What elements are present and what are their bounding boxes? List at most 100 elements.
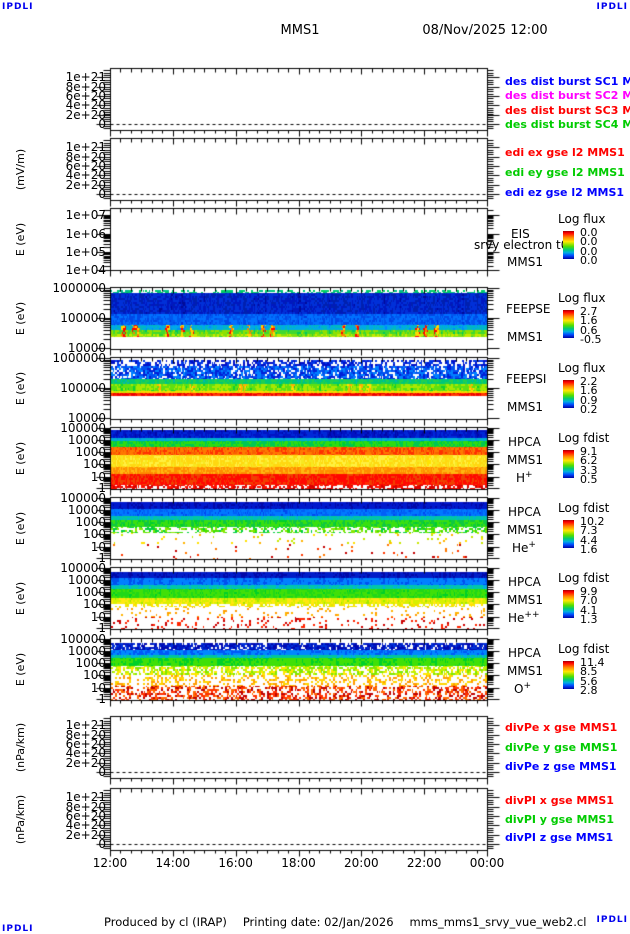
series-label: edi ex gse l2 MMS1 bbox=[505, 146, 625, 159]
y-axis-unit-text: E (eV) bbox=[14, 371, 28, 405]
y-tick-label: 1e+21 bbox=[65, 790, 106, 805]
y-tick-label: 10000 bbox=[67, 340, 106, 355]
y-tick-label: 1e+04 bbox=[65, 263, 106, 277]
y-tick-label: 10000 bbox=[67, 503, 106, 518]
footer-printing-date: Printing date: 02/Jan/2026 bbox=[242, 915, 394, 929]
panel-edi-gse bbox=[110, 138, 487, 200]
y-tick-label: 8e+20 bbox=[65, 149, 106, 164]
y-tick-label: 1e+07 bbox=[65, 208, 106, 223]
colorbar-value: 2.8 bbox=[580, 684, 598, 698]
colorbar-value: 1.6 bbox=[580, 543, 598, 557]
y-tick-label: 100 bbox=[83, 527, 106, 542]
y-tick-label: 1e+21 bbox=[65, 718, 106, 733]
series-label: edi ez gse l2 MMS1 bbox=[505, 186, 625, 199]
colorbar bbox=[563, 380, 574, 408]
y-tick-label: 0 bbox=[98, 836, 106, 851]
y-tick-label: 100000 bbox=[60, 632, 106, 647]
colorbar-value: 9.1 bbox=[580, 445, 598, 458]
species-label: He+ bbox=[512, 540, 536, 555]
instrument-label: MMS1 bbox=[507, 255, 543, 269]
y-tick-label: 4e+20 bbox=[65, 818, 106, 833]
y-tick-label: 100000 bbox=[60, 561, 106, 576]
instrument-label: srvy electron t0 bbox=[474, 238, 569, 252]
colorbar-title: Log fdist bbox=[558, 501, 610, 515]
instrument-label: HPCA bbox=[508, 646, 541, 660]
y-tick-label: 100000 bbox=[60, 381, 106, 395]
series-label: des dist burst SC3 MMS3 bbox=[505, 104, 630, 117]
colorbar-title: Log flux bbox=[558, 291, 606, 305]
colorbar-value: 4.4 bbox=[580, 533, 598, 547]
y-tick-label: 2e+20 bbox=[65, 755, 106, 770]
panel-feeps-ion bbox=[110, 357, 487, 419]
y-tick-label: 10000 bbox=[67, 433, 106, 448]
y-tick-label: 10 bbox=[90, 469, 106, 484]
panel-hpca-h-plus bbox=[110, 427, 487, 489]
corner-label-bottom-left: IPDLI bbox=[2, 924, 34, 934]
x-tick-label: 14:00 bbox=[155, 856, 191, 870]
colorbar bbox=[563, 310, 574, 338]
y-tick-label: 6e+20 bbox=[65, 736, 106, 751]
colorbar-value: 11.4 bbox=[580, 656, 605, 669]
instrument-label: MMS1 bbox=[507, 400, 543, 414]
colorbar-value: 3.3 bbox=[580, 463, 598, 477]
instrument-label: HPCA bbox=[508, 435, 541, 449]
y-tick-label: 1 bbox=[98, 550, 106, 565]
instrument-label: FEEPSI bbox=[506, 372, 547, 386]
panel-des-dist-burst bbox=[110, 68, 487, 130]
instrument-label: MMS1 bbox=[507, 664, 543, 678]
y-axis-unit: (mV/m) bbox=[12, 138, 30, 200]
y-tick-label: 6e+20 bbox=[65, 158, 106, 173]
y-tick-label: 1000000 bbox=[52, 351, 106, 366]
colorbar-value: 4.1 bbox=[580, 603, 598, 617]
y-tick-label: 0 bbox=[98, 764, 106, 779]
colorbar-value: -0.5 bbox=[580, 333, 602, 347]
y-tick-label: 1 bbox=[98, 691, 106, 706]
colorbar-value: 6.2 bbox=[580, 454, 598, 468]
colorbar-title: Log fdist bbox=[558, 571, 610, 585]
y-axis-unit-text: E (eV) bbox=[14, 581, 28, 615]
colorbar-value: 8.5 bbox=[580, 665, 598, 679]
footer-filename: mms_mms1_srvy_vue_web2.cl bbox=[409, 915, 587, 929]
instrument-label: MMS1 bbox=[507, 453, 543, 467]
series-label: des dist burst SC2 MMS2 bbox=[505, 89, 630, 102]
series-label: des dist burst SC4 MMS4 bbox=[505, 118, 630, 131]
panel-eis-electron bbox=[110, 208, 487, 270]
series-label: divPI x gse MMS1 bbox=[505, 794, 614, 807]
colorbar bbox=[563, 590, 574, 618]
panel-div-pi bbox=[110, 788, 487, 850]
y-tick-label: 4e+20 bbox=[65, 168, 106, 183]
species-label: He++ bbox=[508, 610, 540, 625]
corner-label-top-left: IPDLI bbox=[2, 2, 34, 12]
y-tick-label: 8e+20 bbox=[65, 79, 106, 94]
y-tick-label: 100000 bbox=[60, 311, 106, 325]
y-tick-label: 1000 bbox=[75, 445, 106, 460]
y-axis-unit: E (eV) bbox=[12, 208, 30, 270]
x-tick-label: 16:00 bbox=[218, 856, 253, 870]
y-axis-unit-text: (nPa/km) bbox=[14, 794, 28, 844]
instrument-label: FEEPSE bbox=[506, 302, 551, 316]
y-tick-label: 100 bbox=[83, 668, 106, 683]
y-tick-label: 1000 bbox=[75, 656, 106, 671]
instrument-label: MMS1 bbox=[507, 593, 543, 607]
colorbar-title: Log flux bbox=[558, 212, 606, 226]
colorbar bbox=[563, 520, 574, 548]
plot-datetime: 08/Nov/2025 12:00 bbox=[422, 23, 548, 38]
panel-hpca-o-plus bbox=[110, 638, 487, 700]
plot-footer: Produced by cl (IRAP) Printing date: 02/… bbox=[104, 915, 586, 929]
y-tick-label: 1 bbox=[98, 480, 106, 495]
species-label: O+ bbox=[514, 681, 531, 696]
y-tick-label: 10 bbox=[90, 680, 106, 695]
y-axis-unit-text: E (eV) bbox=[14, 301, 28, 335]
y-tick-label: 10 bbox=[90, 609, 106, 624]
colorbar-value: 1.6 bbox=[580, 384, 598, 398]
colorbar bbox=[563, 231, 574, 259]
y-tick-label: 100000 bbox=[60, 491, 106, 506]
x-tick-label: 18:00 bbox=[281, 856, 316, 870]
y-axis-unit: E (eV) bbox=[12, 638, 30, 700]
corner-label-top-right: IPDLI bbox=[596, 2, 628, 12]
y-axis-unit: E (eV) bbox=[12, 567, 30, 629]
series-label: divPI y gse MMS1 bbox=[505, 813, 614, 826]
panel-hpca-he-plus bbox=[110, 497, 487, 559]
y-tick-label: 0 bbox=[98, 116, 106, 131]
y-axis-unit-text: E (eV) bbox=[14, 511, 28, 545]
